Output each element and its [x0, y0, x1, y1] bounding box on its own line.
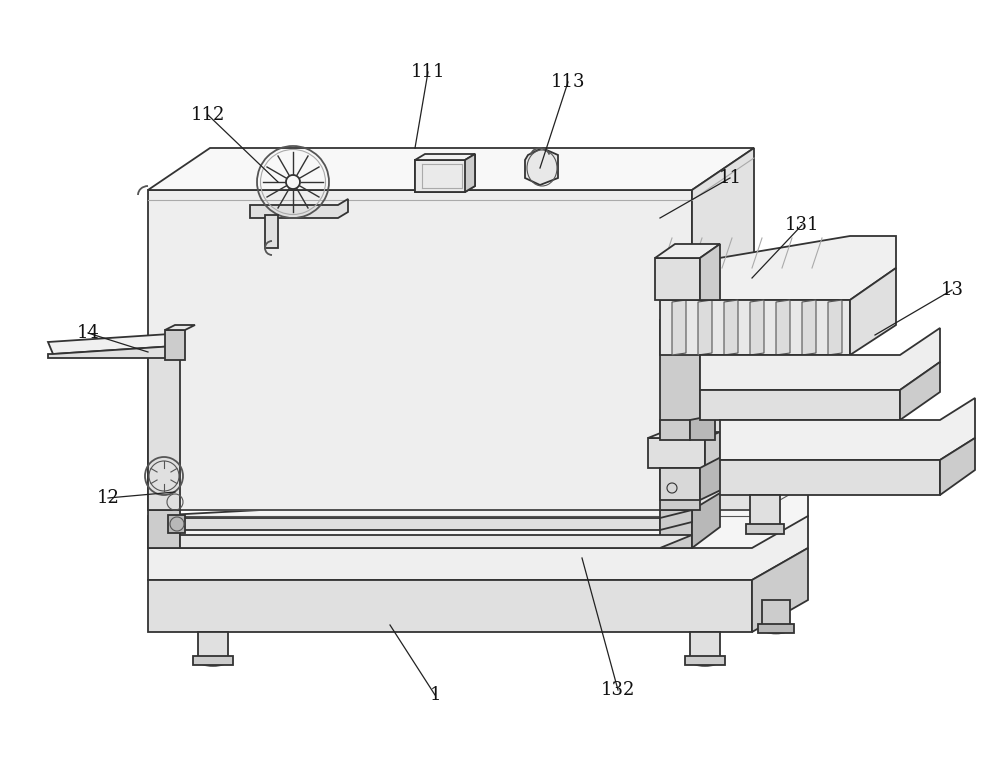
Polygon shape — [776, 300, 790, 355]
Polygon shape — [660, 320, 700, 510]
Polygon shape — [758, 624, 794, 633]
Polygon shape — [148, 350, 180, 510]
Polygon shape — [660, 510, 692, 530]
Polygon shape — [655, 244, 720, 258]
Polygon shape — [762, 600, 790, 628]
Polygon shape — [700, 455, 725, 500]
Polygon shape — [148, 516, 808, 580]
Polygon shape — [724, 300, 738, 355]
Polygon shape — [193, 656, 233, 665]
Polygon shape — [415, 154, 475, 160]
Text: 1: 1 — [429, 686, 441, 704]
Polygon shape — [198, 632, 228, 660]
Text: 11: 11 — [718, 169, 742, 187]
Polygon shape — [802, 300, 816, 355]
Polygon shape — [685, 656, 725, 665]
Polygon shape — [850, 268, 896, 355]
Polygon shape — [705, 432, 720, 468]
Text: 12: 12 — [97, 489, 119, 507]
Polygon shape — [648, 438, 705, 468]
Polygon shape — [465, 154, 475, 192]
Polygon shape — [265, 215, 278, 248]
Text: 111: 111 — [411, 63, 445, 81]
Polygon shape — [48, 334, 175, 354]
Polygon shape — [648, 432, 720, 438]
Polygon shape — [180, 518, 660, 530]
Polygon shape — [752, 548, 808, 632]
Polygon shape — [690, 632, 720, 660]
Text: 13: 13 — [940, 281, 964, 299]
Polygon shape — [660, 236, 896, 300]
Polygon shape — [750, 495, 780, 528]
Polygon shape — [746, 524, 784, 534]
Polygon shape — [148, 580, 752, 632]
Polygon shape — [660, 300, 850, 355]
Polygon shape — [940, 438, 975, 495]
Polygon shape — [148, 148, 754, 190]
Polygon shape — [672, 300, 686, 355]
Polygon shape — [165, 330, 185, 360]
Polygon shape — [168, 515, 185, 533]
Polygon shape — [692, 148, 754, 510]
Polygon shape — [525, 148, 558, 185]
Polygon shape — [720, 398, 975, 460]
Polygon shape — [655, 258, 700, 300]
Polygon shape — [250, 199, 348, 218]
Polygon shape — [700, 328, 940, 390]
Polygon shape — [700, 244, 720, 300]
Polygon shape — [415, 154, 475, 192]
Polygon shape — [415, 160, 465, 192]
Polygon shape — [828, 300, 842, 355]
Text: 131: 131 — [785, 216, 819, 234]
Polygon shape — [148, 484, 808, 548]
Polygon shape — [165, 325, 195, 330]
Polygon shape — [660, 468, 700, 500]
Polygon shape — [690, 415, 715, 440]
Polygon shape — [48, 346, 175, 358]
Polygon shape — [148, 510, 180, 548]
Polygon shape — [660, 420, 690, 440]
Polygon shape — [750, 300, 764, 355]
Polygon shape — [900, 362, 940, 420]
Polygon shape — [148, 190, 692, 510]
Text: 132: 132 — [601, 681, 635, 699]
Polygon shape — [692, 493, 720, 548]
Polygon shape — [700, 390, 900, 420]
Text: 14: 14 — [77, 324, 99, 342]
Text: 113: 113 — [551, 73, 585, 91]
Polygon shape — [660, 510, 692, 548]
Polygon shape — [720, 460, 940, 495]
Polygon shape — [698, 300, 712, 355]
Text: 112: 112 — [191, 106, 225, 124]
Polygon shape — [180, 535, 692, 548]
